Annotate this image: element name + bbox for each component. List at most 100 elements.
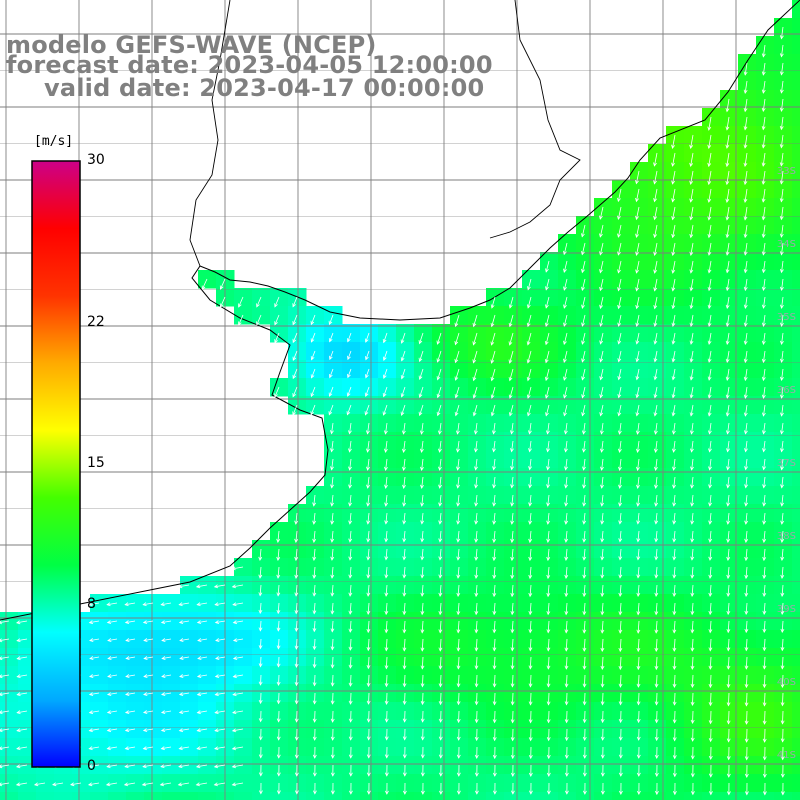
wind-arrow-head	[581, 394, 586, 399]
wind-arrow	[437, 404, 442, 416]
wind-cell	[198, 702, 217, 721]
wind-cell	[108, 774, 127, 793]
wind-arrow-head	[761, 162, 766, 167]
wind-arrow-head	[708, 610, 713, 616]
wind-arrow-head	[16, 674, 21, 679]
wind-arrow	[475, 440, 478, 452]
wind-arrow-head	[329, 355, 333, 361]
wind-arrow	[620, 692, 622, 705]
wind-arrow	[763, 656, 766, 669]
wind-arrow	[367, 530, 370, 542]
wind-arrow-head	[292, 338, 297, 344]
wind-arrow	[385, 530, 388, 542]
wind-arrow-head	[780, 574, 785, 580]
wind-arrow	[709, 566, 712, 579]
wind-arrow-head	[546, 772, 551, 777]
wind-arrow	[475, 548, 478, 561]
wind-arrow-head	[160, 764, 165, 769]
wind-arrow	[673, 494, 676, 506]
wind-arrow	[672, 260, 676, 274]
wind-arrow-head	[563, 376, 567, 381]
wind-cell	[144, 738, 163, 757]
wind-arrow	[313, 530, 316, 543]
wind-arrow-head	[214, 746, 219, 751]
wind-arrow	[636, 278, 640, 291]
wind-arrow-head	[617, 358, 622, 363]
wind-arrow-head	[456, 484, 460, 489]
wind-arrow-head	[762, 702, 767, 707]
wind-arrow	[654, 206, 658, 220]
wind-arrow-head	[231, 764, 237, 769]
wind-arrow	[437, 368, 442, 380]
wind-arrow-head	[707, 412, 712, 417]
wind-arrow-head	[401, 448, 406, 453]
wind-arrow	[385, 422, 388, 434]
wind-arrow-head	[346, 338, 351, 343]
wind-cell	[126, 612, 145, 631]
wind-arrow-head	[510, 610, 515, 616]
wind-arrow-head	[672, 701, 677, 706]
wind-arrow	[583, 620, 586, 633]
wind-arrow	[259, 566, 262, 578]
wind-arrow-head	[689, 269, 694, 274]
wind-arrow-head	[600, 718, 605, 724]
wind-arrow-head	[490, 412, 495, 417]
wind-arrow-head	[123, 782, 129, 787]
wind-arrow	[655, 422, 658, 435]
wind-arrow	[385, 602, 388, 615]
wind-arrow-head	[348, 664, 353, 669]
wind-arrow-head	[545, 394, 549, 399]
wind-arrow-head	[106, 710, 112, 715]
wind-arrow-head	[528, 737, 533, 742]
wind-arrow-head	[16, 728, 21, 733]
wind-arrow-head	[456, 538, 461, 543]
wind-arrow	[455, 350, 460, 363]
wind-arrow	[367, 512, 370, 524]
wind-arrow-head	[708, 773, 713, 778]
wind-arrow	[457, 440, 460, 452]
wind-arrow	[331, 656, 334, 668]
wind-arrow	[600, 368, 604, 380]
wind-arrow	[475, 620, 478, 633]
wind-arrow	[581, 314, 586, 327]
wind-arrow	[278, 674, 280, 686]
wind-arrow	[727, 674, 730, 688]
wind-cell	[90, 630, 109, 649]
wind-arrow-head	[689, 216, 694, 221]
wind-arrow-head	[618, 611, 623, 616]
wind-arrow-head	[510, 647, 515, 652]
wind-arrow-head	[0, 638, 3, 643]
wind-arrow-head	[472, 322, 477, 328]
wind-arrow	[70, 782, 82, 786]
wind-arrow-head	[546, 629, 551, 634]
wind-cell	[486, 792, 505, 800]
wind-arrow-head	[743, 394, 748, 399]
wind-arrow	[215, 638, 226, 641]
wind-arrow-head	[707, 233, 712, 239]
wind-arrow	[232, 710, 244, 714]
wind-arrow-head	[600, 790, 605, 795]
wind-arrow-head	[294, 700, 299, 705]
wind-arrow-head	[780, 756, 785, 761]
wind-arrow-head	[635, 340, 640, 345]
wind-arrow-head	[743, 107, 748, 113]
wind-cell	[198, 684, 217, 703]
wind-arrow-head	[546, 574, 551, 580]
wind-arrow-head	[330, 772, 335, 777]
wind-arrow	[331, 602, 334, 614]
wind-arrow-head	[276, 736, 281, 741]
wind-arrow	[440, 692, 442, 705]
wind-arrow-head	[762, 502, 767, 507]
wind-arrow-head	[312, 520, 317, 525]
wind-arrow	[331, 584, 334, 596]
wind-arrow	[636, 260, 640, 274]
wind-arrow-head	[196, 710, 201, 715]
wind-arrow	[780, 134, 784, 148]
wind-arrow-head	[510, 538, 515, 544]
wind-arrow	[491, 404, 496, 416]
wind-arrow-head	[454, 412, 459, 417]
wind-arrow-head	[213, 584, 219, 589]
wind-arrow-head	[546, 737, 551, 742]
wind-arrow-head	[294, 645, 299, 650]
wind-arrow	[274, 386, 280, 398]
